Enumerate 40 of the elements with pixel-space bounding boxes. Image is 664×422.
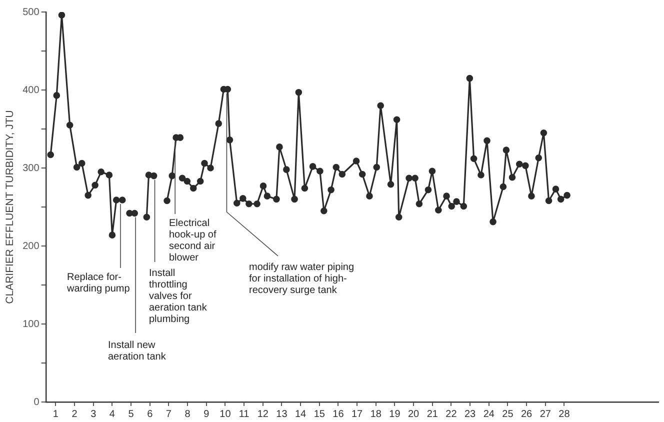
y-tick-label: 200 [22,240,40,252]
x-tick-label: 6 [147,408,154,420]
x-tick-label: 25 [502,408,514,420]
x-tick-label: 24 [483,408,495,420]
annotation: Install new aeration tank [108,340,167,362]
annotation: modify raw water piping for installation of high- recovery surge tank [249,262,354,296]
y-tick-label: 100 [22,318,40,330]
x-tick-label: 14 [294,408,307,420]
x-tick-label: 19 [389,408,401,420]
x-tick-label: 10 [220,408,232,420]
y-tick-label: 400 [22,84,40,96]
y-tick-label: 500 [22,6,40,18]
x-tick-label: 28 [558,408,570,420]
x-tick-label: 17 [351,408,364,420]
y-tick-label: 300 [22,162,40,174]
x-tick-label: 21 [426,408,438,420]
annotation: Electrical hook-up of second air blower [169,218,216,264]
x-tick-label: 12 [257,408,269,420]
x-tick-label: 11 [238,408,250,420]
annotation: Replace for- warding pump [66,272,130,294]
x-tick-label: 27 [540,408,552,420]
x-tick-label: 7 [166,408,172,420]
y-tick-label: 0 [34,396,40,408]
y-axis-title: CLARIFIER EFFLUENT TURBIDITY, JTU [4,110,16,304]
x-tick-label: 26 [520,408,533,420]
x-tick-label: 20 [408,408,420,420]
x-tick-label: 13 [276,408,288,420]
x-tick-label: 5 [128,408,134,420]
x-tick-label: 23 [464,408,476,420]
annotation: Install throttling valves for aeration tank plumbing [149,268,208,325]
x-tick-label: 18 [370,408,382,420]
x-tick-label: 16 [332,408,344,420]
x-tick-label: 3 [90,408,97,420]
x-tick-label: 8 [184,408,191,420]
x-tick-label: 15 [314,408,326,420]
x-tick-label: 9 [204,408,210,420]
x-tick-label: 22 [446,408,458,420]
x-tick-label: 2 [72,408,78,420]
x-tick-label: 1 [52,408,59,420]
x-tick-label: 4 [109,408,116,420]
